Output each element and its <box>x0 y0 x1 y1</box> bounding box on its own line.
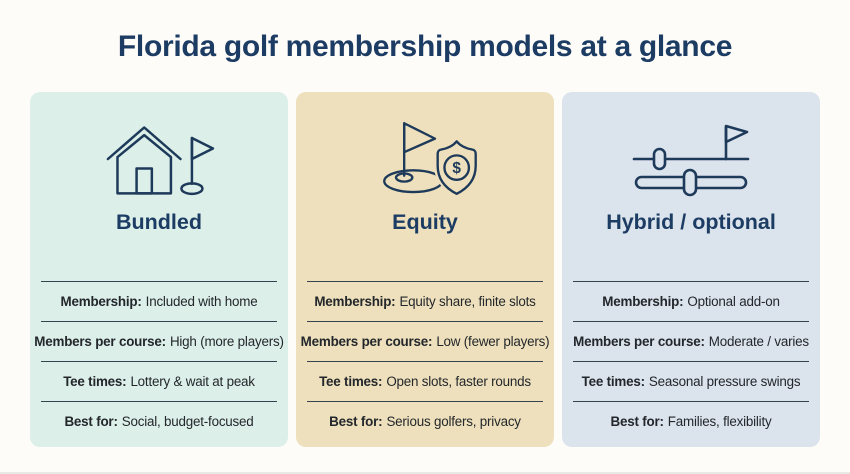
row-value: High (more players) <box>169 334 284 349</box>
row-best-for: Best for: Social, budget-focused <box>41 401 277 441</box>
row-value: Seasonal pressure swings <box>648 374 801 389</box>
row-value: Moderate / varies <box>708 334 809 349</box>
sliders-golf-flag-icon <box>562 116 820 202</box>
row-membership: Membership: Equity share, finite slots <box>307 281 543 321</box>
row-membership: Membership: Optional add-on <box>573 281 809 321</box>
card-rows-bundled: Membership: Included with home Members p… <box>34 281 284 441</box>
row-tee-times: Tee times: Open slots, faster rounds <box>307 361 543 401</box>
row-members-per-course: Members per course: Low (fewer players) <box>301 321 550 361</box>
row-membership: Membership: Included with home <box>41 281 277 321</box>
house-golf-flag-icon <box>30 116 288 202</box>
card-equity: $ Equity Membership: Equity share, finit… <box>296 92 554 447</box>
row-label: Members per course: <box>34 334 166 349</box>
row-best-for: Best for: Families, flexibility <box>573 401 809 441</box>
card-title-equity: Equity <box>392 210 458 234</box>
card-title-hybrid: Hybrid / optional <box>606 210 776 234</box>
row-value: Open slots, faster rounds <box>386 374 531 389</box>
card-hybrid: Hybrid / optional Membership: Optional a… <box>562 92 820 447</box>
card-bundled: Bundled Membership: Included with home M… <box>30 92 288 447</box>
row-label: Membership: <box>602 294 684 309</box>
row-label: Members per course: <box>300 334 433 349</box>
row-value: Low (fewer players) <box>436 334 550 349</box>
row-value: Social, budget-focused <box>121 414 254 429</box>
page-title: Florida golf membership models at a glan… <box>117 30 733 63</box>
row-value: Serious golfers, privacy <box>386 414 521 429</box>
row-label: Tee times: <box>581 374 645 389</box>
row-label: Tee times: <box>63 374 127 389</box>
row-value: Equity share, finite slots <box>399 294 536 309</box>
row-label: Membership: <box>60 294 142 309</box>
row-tee-times: Tee times: Lottery & wait at peak <box>41 361 277 401</box>
row-members-per-course: Members per course: Moderate / varies <box>573 321 809 361</box>
row-tee-times: Tee times: Seasonal pressure swings <box>573 361 809 401</box>
card-rows-hybrid: Membership: Optional add-on Members per … <box>573 281 809 441</box>
row-members-per-course: Members per course: High (more players) <box>34 321 284 361</box>
row-best-for: Best for: Serious golfers, privacy <box>307 401 543 441</box>
row-value: Optional add-on <box>687 294 780 309</box>
golf-flag-shield-dollar-icon: $ <box>296 116 554 202</box>
row-label: Best for: <box>329 414 383 429</box>
row-label: Membership: <box>314 294 396 309</box>
card-title-bundled: Bundled <box>116 210 202 234</box>
row-value: Families, flexibility <box>667 414 772 429</box>
row-label: Tee times: <box>319 374 383 389</box>
membership-cards: Bundled Membership: Included with home M… <box>30 92 820 447</box>
row-label: Best for: <box>610 414 664 429</box>
card-rows-equity: Membership: Equity share, finite slots M… <box>301 281 550 441</box>
dollar-sign-glyph: $ <box>452 160 461 177</box>
row-label: Members per course: <box>573 334 705 349</box>
row-value: Included with home <box>145 294 258 309</box>
row-label: Best for: <box>64 414 118 429</box>
page-bottom-edge <box>0 472 850 474</box>
row-value: Lottery & wait at peak <box>130 374 255 389</box>
